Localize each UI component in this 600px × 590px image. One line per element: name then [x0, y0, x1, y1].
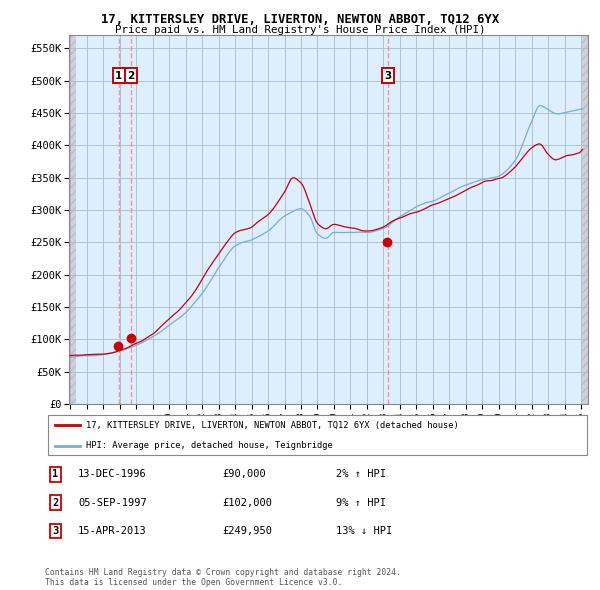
Text: Contains HM Land Registry data © Crown copyright and database right 2024.
This d: Contains HM Land Registry data © Crown c… [45, 568, 401, 587]
Text: £249,950: £249,950 [222, 526, 272, 536]
Text: 2: 2 [52, 498, 58, 507]
Text: 15-APR-2013: 15-APR-2013 [78, 526, 147, 536]
Text: 3: 3 [385, 71, 392, 80]
Text: 1: 1 [52, 470, 58, 479]
Text: 2% ↑ HPI: 2% ↑ HPI [336, 470, 386, 479]
Text: £90,000: £90,000 [222, 470, 266, 479]
Text: 13% ↓ HPI: 13% ↓ HPI [336, 526, 392, 536]
Text: £102,000: £102,000 [222, 498, 272, 507]
Text: 9% ↑ HPI: 9% ↑ HPI [336, 498, 386, 507]
Text: 2: 2 [127, 71, 134, 80]
Bar [69, 35, 76, 404]
Text: 05-SEP-1997: 05-SEP-1997 [78, 498, 147, 507]
Text: 17, KITTERSLEY DRIVE, LIVERTON, NEWTON ABBOT, TQ12 6YX: 17, KITTERSLEY DRIVE, LIVERTON, NEWTON A… [101, 13, 499, 26]
FancyBboxPatch shape [48, 415, 587, 455]
Text: HPI: Average price, detached house, Teignbridge: HPI: Average price, detached house, Teig… [86, 441, 332, 450]
Bar [583, 35, 588, 404]
Text: 13-DEC-1996: 13-DEC-1996 [78, 470, 147, 479]
Text: Price paid vs. HM Land Registry's House Price Index (HPI): Price paid vs. HM Land Registry's House … [115, 25, 485, 35]
Text: 17, KITTERSLEY DRIVE, LIVERTON, NEWTON ABBOT, TQ12 6YX (detached house): 17, KITTERSLEY DRIVE, LIVERTON, NEWTON A… [86, 421, 459, 430]
Text: 3: 3 [52, 526, 58, 536]
Text: 1: 1 [115, 71, 122, 80]
